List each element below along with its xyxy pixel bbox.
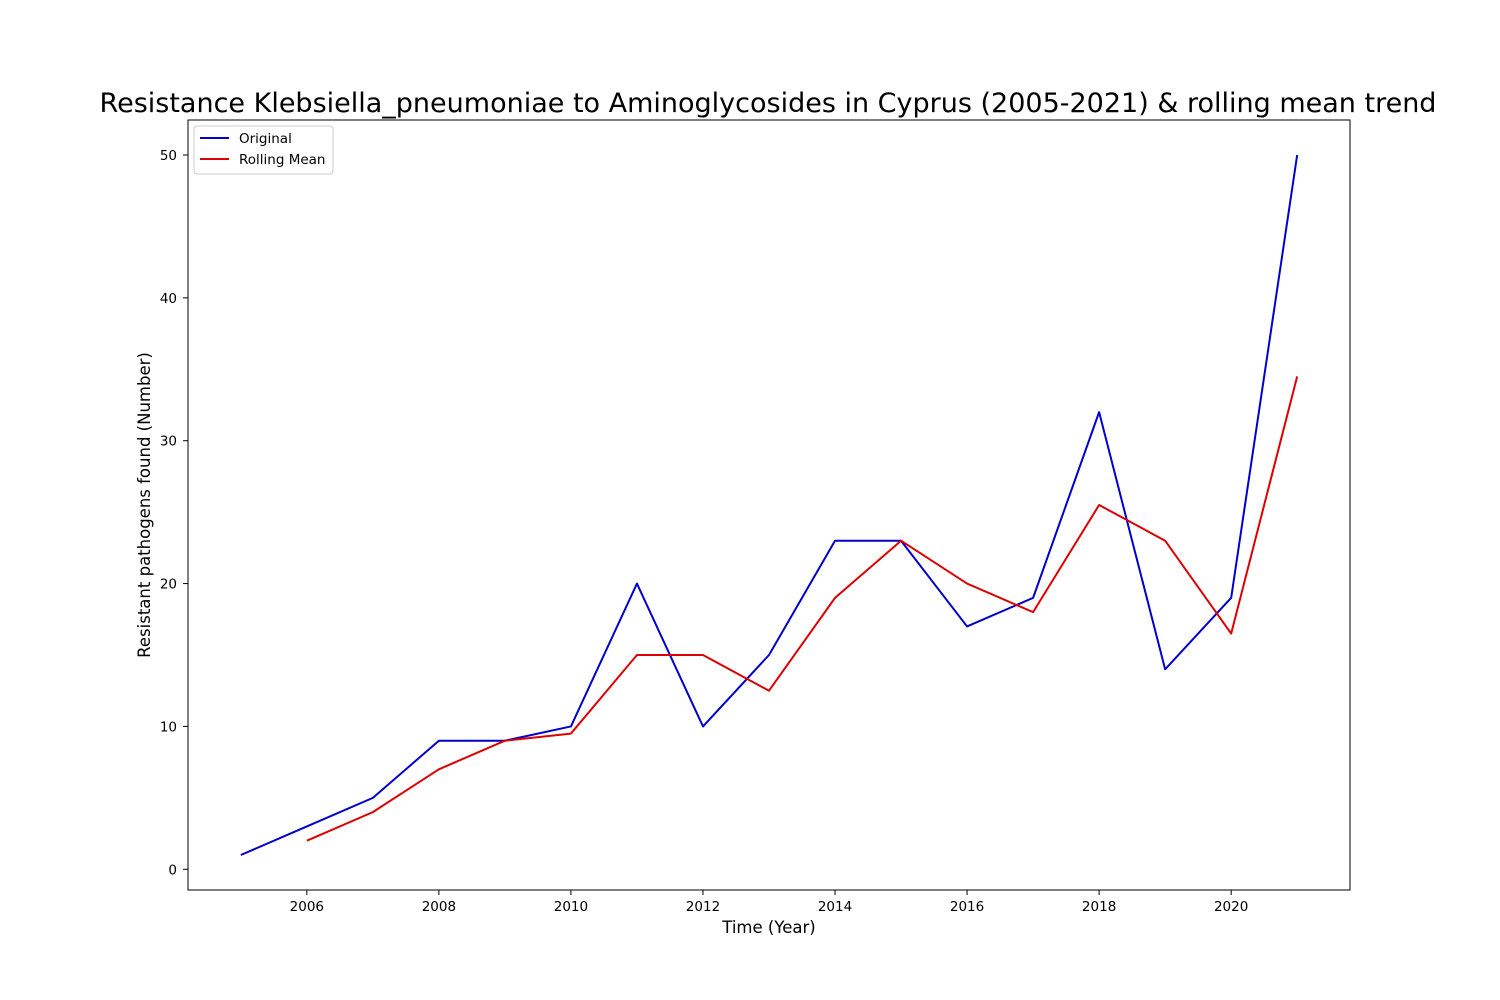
legend-label-original: Original <box>239 131 292 147</box>
x-tick-label: 2020 <box>1214 899 1248 915</box>
x-tick-label: 2012 <box>686 899 720 915</box>
x-tick-label: 2010 <box>554 899 588 915</box>
y-tick-label: 30 <box>160 434 177 450</box>
y-tick-label: 40 <box>160 291 177 307</box>
x-tick-label: 2016 <box>950 899 984 915</box>
x-tick-label: 2006 <box>290 899 324 915</box>
y-axis-label: Resistant pathogens found (Number) <box>135 352 154 658</box>
y-tick-label: 0 <box>168 862 177 878</box>
y-tick-label: 50 <box>160 148 177 164</box>
y-tick-label: 10 <box>160 719 177 735</box>
legend-label-rolling-mean: Rolling Mean <box>239 152 325 168</box>
legend: Original Rolling Mean <box>193 125 334 175</box>
chart-title: Resistance Klebsiella_pneumoniae to Amin… <box>100 88 1437 119</box>
x-axis-ticks: 2006 2008 2010 2012 2014 2016 2018 2020 <box>290 890 1248 915</box>
series-line-original <box>240 154 1299 856</box>
x-tick-label: 2014 <box>818 899 852 915</box>
x-tick-label: 2018 <box>1082 899 1116 915</box>
y-tick-label: 20 <box>160 577 177 593</box>
x-axis-label: Time (Year) <box>721 918 815 937</box>
x-tick-label: 2008 <box>422 899 456 915</box>
y-axis-ticks: 0 10 20 30 40 50 <box>160 148 188 878</box>
series-line-rolling-mean <box>306 376 1299 842</box>
series-lines <box>240 154 1299 856</box>
plot-frame <box>187 119 1351 891</box>
